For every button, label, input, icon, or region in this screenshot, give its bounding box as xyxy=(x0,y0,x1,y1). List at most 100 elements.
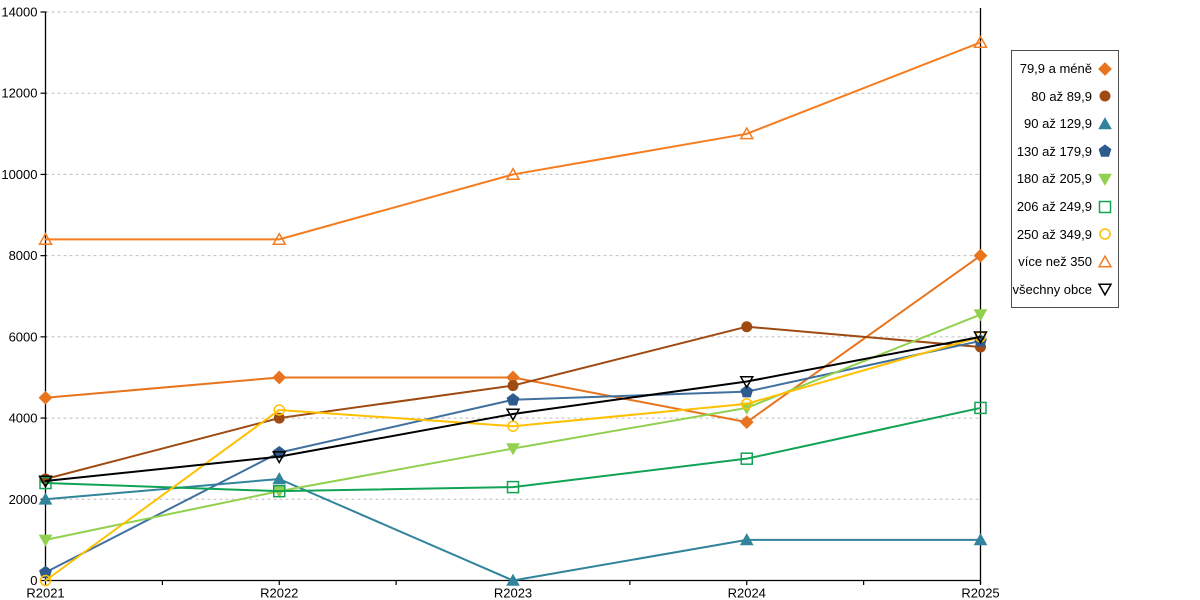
data-point-79-9-a-mene-r2024 xyxy=(739,415,754,430)
legend-item-79-9-a-mene: 79,9 a méně xyxy=(1016,61,1113,77)
series-line-250-az-349-9 xyxy=(44,335,982,582)
legend-marker-diamond-filled-icon xyxy=(1098,61,1112,76)
axes xyxy=(44,8,982,585)
chart-legend: 79,9 a méně 80 až 89,9 90 až 129,9 130 až 1… xyxy=(1011,50,1119,308)
series-line-206-az-249-9 xyxy=(44,406,982,493)
marker-diamond-filled-icon xyxy=(1098,61,1112,76)
data-point-80-az-89-9-r2022 xyxy=(273,412,285,424)
x-axis: R2021 R2022 R2023 R2024 R2025 xyxy=(26,580,1000,600)
data-point-180-az-205-9-r2023 xyxy=(506,443,520,456)
data-point-90-az-129-9-r2025 xyxy=(973,533,988,546)
data-point-80-az-89-9-r2024 xyxy=(741,321,753,333)
marker-circle-open-icon xyxy=(1099,228,1111,240)
y-tick-label-2000: 2000 xyxy=(9,492,38,507)
legend-item-vsechny-obce: všechny obce xyxy=(1012,281,1113,297)
y-tick-label-10000: 10000 xyxy=(1,167,37,182)
data-point-206-az-249-9-r2022 xyxy=(273,484,286,498)
series-line-vice-nez-350 xyxy=(44,41,982,241)
data-point-vsechny-obce-r2025 xyxy=(973,331,988,345)
legend-marker-triangle-up-filled-icon xyxy=(1098,117,1112,130)
data-point-80-az-89-9-r2023 xyxy=(507,380,519,392)
legend-marker-circle-filled-icon xyxy=(1099,90,1111,102)
y-tick-label-14000: 14000 xyxy=(1,5,37,20)
data-point-79-9-a-mene-r2025 xyxy=(973,248,988,263)
legend-label: 79,9 a méně xyxy=(1019,61,1092,77)
data-point-206-az-249-9-r2025 xyxy=(974,401,987,415)
y-tick-label-12000: 12000 xyxy=(1,86,37,101)
y-tick-label-4000: 4000 xyxy=(9,411,38,426)
x-tick-label-r2022: R2022 xyxy=(260,586,298,600)
legend-label: 250 až 349,9 xyxy=(1016,226,1092,242)
legend-marker-pentagon-filled-icon xyxy=(1098,144,1112,158)
series-180-az-205-9 xyxy=(38,309,988,547)
legend-item-130-az-179-9: 130 až 179,9 xyxy=(1016,143,1113,159)
x-tick-label-r2024: R2024 xyxy=(728,586,766,600)
data-point-250-az-349-9-r2022 xyxy=(273,404,285,416)
legend-label: všechny obce xyxy=(1012,281,1093,297)
marker-triangle-down-filled-icon xyxy=(1098,173,1112,186)
data-point-180-az-205-9-r2021 xyxy=(38,534,53,547)
legend-marker-triangle-up-open-icon xyxy=(1097,254,1113,268)
data-point-vsechny-obce-r2021 xyxy=(38,475,53,489)
legend-label: 90 až 129,9 xyxy=(1024,116,1092,132)
data-point-vsechny-obce-r2024 xyxy=(739,375,755,389)
marker-pentagon-filled-icon xyxy=(1098,144,1112,158)
x-tick-label-r2023: R2023 xyxy=(494,586,532,600)
legend-item-vice-nez-350: více než 350 xyxy=(1016,254,1113,270)
legend-item-90-az-129-9: 90 až 129,9 xyxy=(1016,116,1113,132)
data-point-vice-nez-350-r2022 xyxy=(271,232,287,245)
data-point-206-az-249-9-r2023 xyxy=(506,480,520,494)
legend-item-180-az-205-9: 180 až 205,9 xyxy=(1016,171,1113,187)
series-line-vsechny-obce xyxy=(44,335,982,483)
series-206-az-249-9 xyxy=(39,401,987,498)
legend-item-250-az-349-9: 250 až 349,9 xyxy=(1016,226,1113,242)
legend-label: 130 až 179,9 xyxy=(1016,143,1092,159)
legend-label: více než 350 xyxy=(1018,254,1092,270)
data-point-79-9-a-mene-r2021 xyxy=(38,390,53,405)
series-130-az-179-9 xyxy=(39,334,987,579)
data-point-vice-nez-350-r2021 xyxy=(38,232,53,245)
data-point-vice-nez-350-r2023 xyxy=(505,167,521,180)
legend-marker-triangle-down-filled-icon xyxy=(1098,173,1112,186)
data-point-90-az-129-9-r2024 xyxy=(739,533,754,546)
marker-triangle-up-open-icon xyxy=(1097,254,1113,268)
data-point-250-az-349-9-r2021 xyxy=(39,574,52,587)
data-point-vice-nez-350-r2024 xyxy=(739,126,755,140)
legend-item-80-az-89-9: 80 až 89,9 xyxy=(1016,88,1113,104)
data-point-vsechny-obce-r2023 xyxy=(505,408,521,422)
y-tick-label-6000: 6000 xyxy=(9,329,38,344)
data-point-90-az-129-9-r2023 xyxy=(506,573,520,586)
marker-triangle-up-filled-icon xyxy=(1098,117,1112,130)
data-point-206-az-249-9-r2021 xyxy=(39,476,52,490)
x-tick-label-r2021: R2021 xyxy=(26,586,64,600)
legend-item-206-az-249-9: 206 až 249,9 xyxy=(1016,199,1113,215)
data-point-vsechny-obce-r2022 xyxy=(271,451,287,464)
y-tick-label-0: 0 xyxy=(30,573,37,588)
legend-marker-triangle-down-open-icon xyxy=(1097,283,1113,297)
data-point-90-az-129-9-r2021 xyxy=(38,492,53,505)
data-point-206-az-249-9-r2024 xyxy=(740,452,753,465)
series-line-90-az-129-9 xyxy=(44,477,982,582)
legend-marker-circle-open-icon xyxy=(1099,228,1111,240)
y-axis: 0 2000 4000 6000 8000 10000 12000 14000 xyxy=(1,5,47,588)
series-vice-nez-350 xyxy=(38,35,988,245)
data-point-180-az-205-9-r2025 xyxy=(973,309,988,322)
x-tick-label-r2025: R2025 xyxy=(961,586,999,600)
series-line-180-az-205-9 xyxy=(44,313,982,541)
data-point-130-az-179-9-r2024 xyxy=(740,385,754,398)
marker-triangle-down-open-icon xyxy=(1097,283,1113,297)
marker-circle-filled-icon xyxy=(1099,90,1111,102)
data-point-130-az-179-9-r2021 xyxy=(39,565,52,579)
legend-label: 80 až 89,9 xyxy=(1031,88,1092,104)
data-point-vice-nez-350-r2025 xyxy=(973,35,988,49)
legend-marker-square-open-icon xyxy=(1098,200,1112,213)
data-point-79-9-a-mene-r2022 xyxy=(272,370,287,385)
marker-square-open-icon xyxy=(1098,200,1112,213)
legend-label: 180 až 205,9 xyxy=(1016,171,1092,187)
series-vsechny-obce xyxy=(38,331,988,489)
data-point-130-az-179-9-r2023 xyxy=(506,393,520,406)
data-point-90-az-129-9-r2022 xyxy=(272,472,287,485)
legend-label: 206 až 249,9 xyxy=(1016,199,1092,214)
